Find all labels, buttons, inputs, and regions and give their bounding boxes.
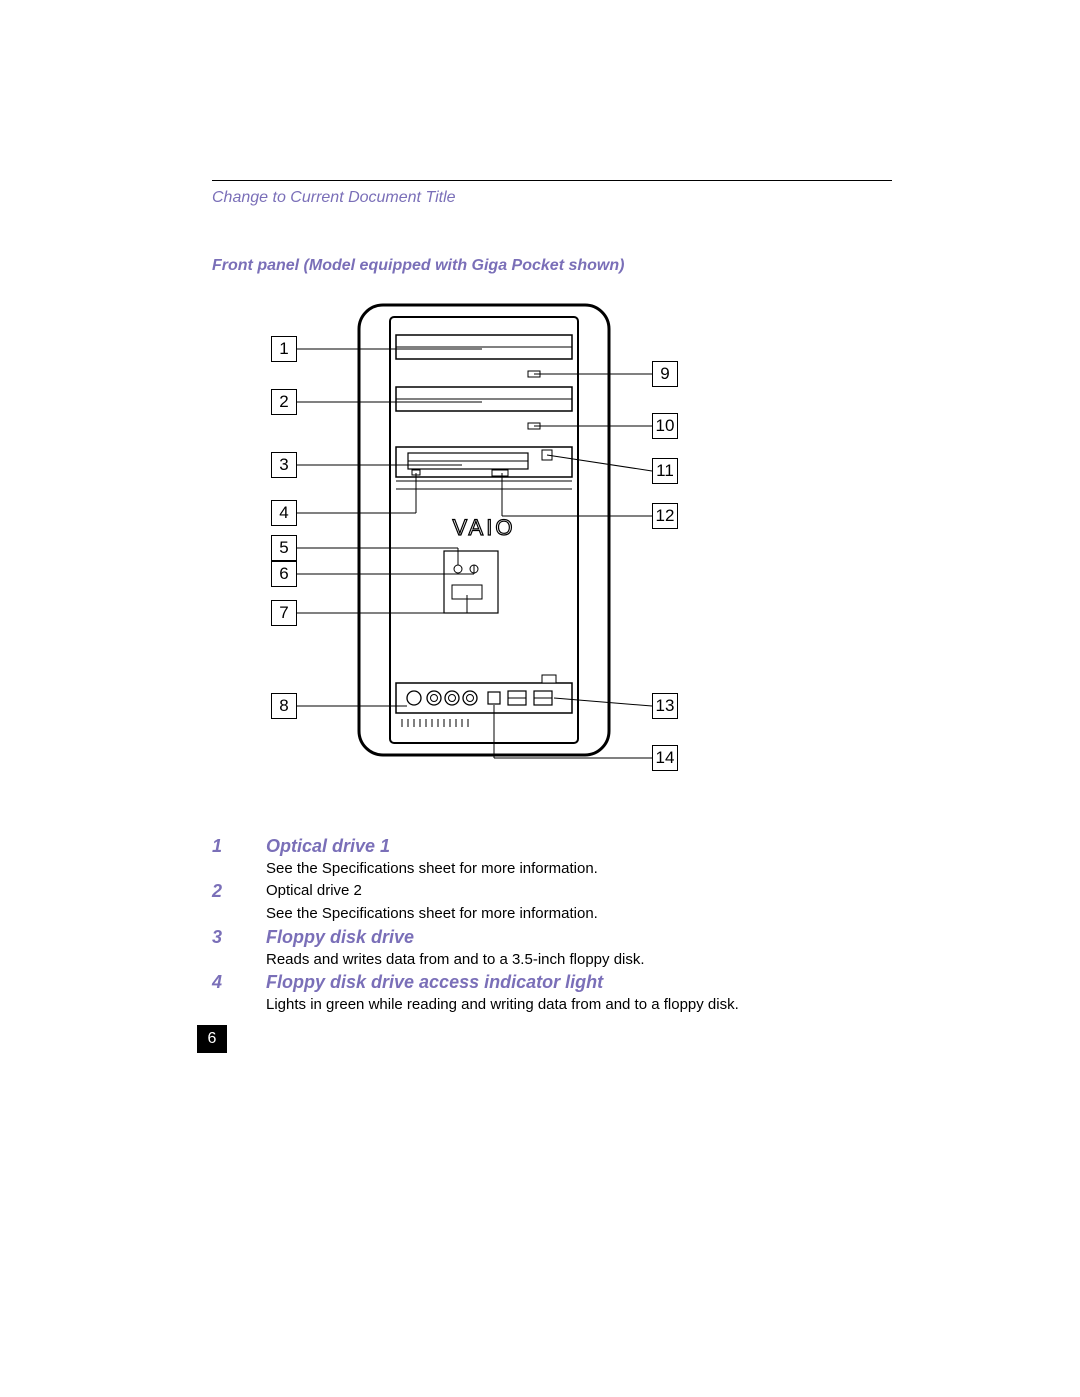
legend-row: See the Specifications sheet for more in…: [212, 858, 892, 880]
callout-6: 6: [271, 561, 297, 587]
legend-row: Lights in green while reading and writin…: [212, 994, 892, 1016]
legend-row: See the Specifications sheet for more in…: [212, 903, 892, 925]
header-rule: [212, 180, 892, 181]
figure-caption: Front panel (Model equipped with Giga Po…: [212, 257, 892, 275]
vaio-logo: VAIO: [453, 515, 516, 540]
legend-row: 1 Optical drive 1: [212, 835, 892, 858]
callout-9: 9: [652, 361, 678, 387]
tower-svg: VAIO: [212, 295, 892, 805]
callout-7: 7: [271, 600, 297, 626]
front-panel-diagram: VAIO: [212, 295, 892, 805]
legend-body: See the Specifications sheet for more in…: [266, 858, 892, 880]
legend-body: See the Specifications sheet for more in…: [266, 903, 892, 925]
callout-14: 14: [652, 745, 678, 771]
callout-11: 11: [652, 458, 678, 484]
callout-1: 1: [271, 336, 297, 362]
doc-title: Change to Current Document Title: [212, 189, 892, 207]
callout-12: 12: [652, 503, 678, 529]
page-number: 6: [197, 1025, 227, 1053]
callout-3: 3: [271, 452, 297, 478]
legend-num: 2: [212, 880, 266, 903]
callout-8: 8: [271, 693, 297, 719]
legend-title: Floppy disk drive: [266, 926, 892, 949]
callout-10: 10: [652, 413, 678, 439]
legend-row: 4 Floppy disk drive access indicator lig…: [212, 971, 892, 994]
legend-row: 3 Floppy disk drive: [212, 926, 892, 949]
callout-2: 2: [271, 389, 297, 415]
page-content: Change to Current Document Title Front p…: [212, 180, 892, 1016]
legend-table: 1 Optical drive 1 See the Specifications…: [212, 835, 892, 1016]
callout-5: 5: [271, 535, 297, 561]
legend-title: Optical drive 2: [266, 880, 892, 903]
legend-body: Lights in green while reading and writin…: [266, 994, 892, 1016]
legend-title: Floppy disk drive access indicator light: [266, 971, 892, 994]
callout-13: 13: [652, 693, 678, 719]
legend-title: Optical drive 1: [266, 835, 892, 858]
callout-4: 4: [271, 500, 297, 526]
legend-row: Reads and writes data from and to a 3.5-…: [212, 949, 892, 971]
legend-body: Reads and writes data from and to a 3.5-…: [266, 949, 892, 971]
legend-num: 1: [212, 835, 266, 858]
legend-num: 3: [212, 926, 266, 949]
legend-row: 2 Optical drive 2: [212, 880, 892, 903]
legend-num: 4: [212, 971, 266, 994]
